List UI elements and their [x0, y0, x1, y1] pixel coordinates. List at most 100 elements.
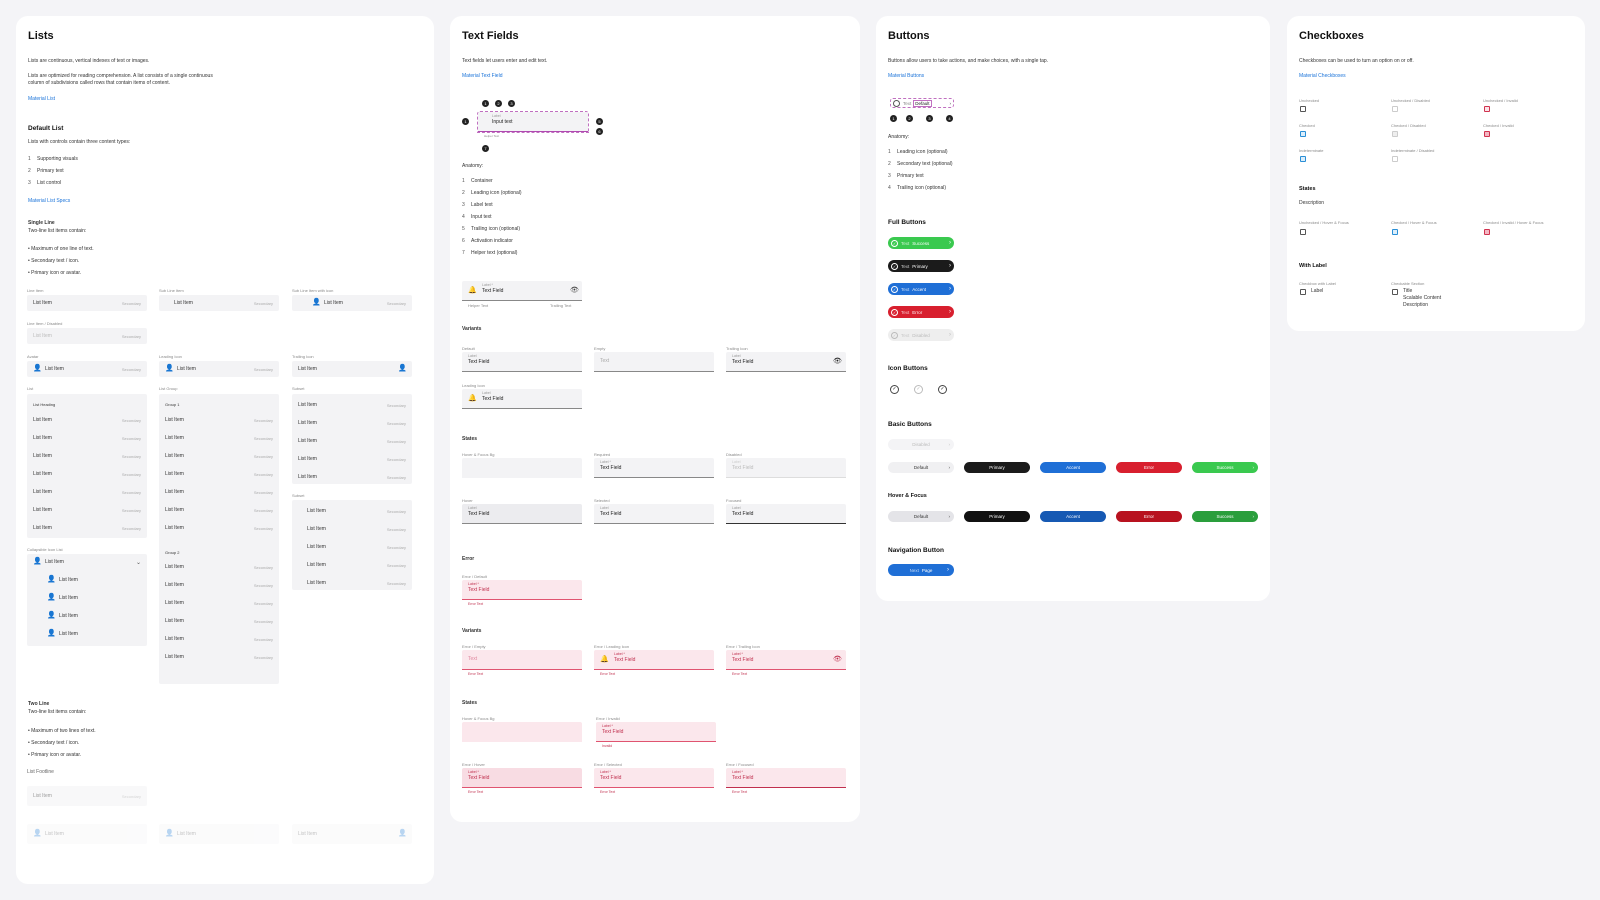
success-button[interactable]: Success ›: [1192, 511, 1258, 522]
checkbox-hover[interactable]: [1300, 229, 1306, 235]
text-field-hover[interactable]: Label Text Field: [462, 504, 582, 524]
collapsible-item[interactable]: 👤 List Item ⌄: [33, 558, 141, 566]
check-circle-icon[interactable]: ✓: [938, 385, 947, 394]
list-item[interactable]: 👤 List Item Secondary: [27, 361, 147, 377]
list-item[interactable]: List Item Secondary: [165, 600, 273, 606]
list-item-faded[interactable]: List Item 👤: [292, 824, 412, 844]
accent-full-button[interactable]: ✓ Text Accent ›: [888, 283, 954, 295]
text-field-hover-bg[interactable]: [462, 458, 582, 478]
eye-icon[interactable]: 👁: [570, 287, 579, 294]
list-item[interactable]: List Item Secondary: [33, 435, 141, 441]
list-item[interactable]: List Item Secondary: [307, 562, 406, 568]
list-item[interactable]: List Item Secondary: [165, 507, 273, 513]
list-item[interactable]: List Item Secondary: [33, 453, 141, 459]
checkbox-unchecked-invalid[interactable]: [1484, 106, 1490, 112]
text-field-error-empty[interactable]: Text: [462, 650, 582, 670]
list-item[interactable]: List Item Secondary: [298, 420, 406, 426]
anatomy-demo-button[interactable]: Text Default ›: [890, 98, 954, 108]
list-item[interactable]: List Item Secondary: [165, 525, 273, 531]
list-item[interactable]: List Item Secondary: [307, 526, 406, 532]
list-item[interactable]: List Item Secondary: [165, 471, 273, 477]
material-checkboxes-link[interactable]: Material Checkboxes: [1299, 73, 1346, 79]
material-textfield-link[interactable]: Material Text Field: [462, 73, 503, 79]
checkbox-unchecked[interactable]: [1300, 106, 1306, 112]
list-item[interactable]: List Item Secondary: [165, 636, 273, 642]
list-item[interactable]: List Item Secondary: [165, 654, 273, 660]
list-item[interactable]: List Item Secondary: [159, 295, 279, 311]
list-item[interactable]: List Item Secondary: [165, 417, 273, 423]
list-item[interactable]: List Item Secondary: [165, 489, 273, 495]
list-item[interactable]: List Item Secondary: [298, 456, 406, 462]
list-item[interactable]: List Item 👤: [292, 361, 412, 377]
list-item[interactable]: List Item Secondary: [165, 435, 273, 441]
default-button[interactable]: Default ›: [888, 462, 954, 473]
demo-text-field[interactable]: Label * Text Field: [462, 281, 582, 301]
list-item[interactable]: List Item Secondary: [33, 489, 141, 495]
checkbox-checked-invalid[interactable]: [1484, 131, 1490, 137]
text-field-required[interactable]: Label * Text Field: [594, 458, 714, 478]
text-field-error-hover[interactable]: Label * Text Field: [462, 768, 582, 788]
list-item[interactable]: List Item Secondary: [165, 582, 273, 588]
list-item[interactable]: List Item Secondary: [298, 474, 406, 480]
list-item[interactable]: 👤 List Item: [47, 630, 78, 637]
list-item-two-line[interactable]: List Item Secondary: [27, 786, 147, 806]
primary-full-button[interactable]: ✓ Text Primary ›: [888, 260, 954, 272]
success-full-button[interactable]: ✓ Text Success ›: [888, 237, 954, 249]
text-field-leading-icon[interactable]: Label Text Field: [462, 389, 582, 409]
anatomy-demo-field[interactable]: Label Input text: [477, 111, 589, 133]
list-item[interactable]: List Item Secondary: [165, 453, 273, 459]
accent-button[interactable]: Accent: [1040, 462, 1106, 473]
text-field-error[interactable]: Label * Text Field: [462, 580, 582, 600]
text-field-empty[interactable]: Text: [594, 352, 714, 372]
material-list-specs-link[interactable]: Material List Specs: [28, 198, 71, 204]
error-button[interactable]: Error: [1116, 462, 1182, 473]
list-item[interactable]: List Item Secondary: [165, 618, 273, 624]
checkable-section-checkbox[interactable]: [1392, 289, 1398, 295]
list-item[interactable]: List Item Secondary: [298, 402, 406, 408]
list-item[interactable]: 👤 List Item: [47, 576, 78, 583]
list-item[interactable]: List Item Secondary: [307, 580, 406, 586]
checkbox-with-label[interactable]: [1300, 289, 1306, 295]
accent-button[interactable]: Accent: [1040, 511, 1106, 522]
checkbox-indeterminate[interactable]: [1300, 156, 1306, 162]
text-field-selected[interactable]: Label Text Field: [594, 504, 714, 524]
text-field-error-trailing[interactable]: Label * Text Field: [726, 650, 846, 670]
list-item[interactable]: 👤 List Item Secondary: [159, 361, 279, 377]
text-field-focused[interactable]: Label Text Field: [726, 504, 846, 524]
default-button[interactable]: Default ›: [888, 511, 954, 522]
error-button[interactable]: Error: [1116, 511, 1182, 522]
check-circle-icon[interactable]: ✓: [890, 385, 899, 394]
checkbox-checked[interactable]: [1300, 131, 1306, 137]
error-full-button[interactable]: ✓ Text Error ›: [888, 306, 954, 318]
eye-icon[interactable]: 👁: [833, 656, 842, 663]
chevron-down-icon[interactable]: ⌄: [135, 559, 141, 566]
text-field-error-selected[interactable]: Label * Text Field: [594, 768, 714, 788]
list-item[interactable]: List Item Secondary: [165, 564, 273, 570]
primary-button[interactable]: Primary: [964, 462, 1030, 473]
success-button[interactable]: Success ›: [1192, 462, 1258, 473]
list-item[interactable]: List Item Secondary: [33, 471, 141, 477]
text-field-error-leading[interactable]: Label * Text Field: [594, 650, 714, 670]
list-item[interactable]: List Item Secondary: [307, 544, 406, 550]
list-item[interactable]: List Item Secondary: [33, 525, 141, 531]
text-field-error-focused[interactable]: Label * Text Field: [726, 768, 846, 788]
text-field-default[interactable]: Label Text Field: [462, 352, 582, 372]
list-item-faded[interactable]: 👤 List Item: [27, 824, 147, 844]
list-item[interactable]: 👤 List Item: [47, 594, 78, 601]
list-item[interactable]: List Item Secondary: [298, 438, 406, 444]
list-item-faded[interactable]: 👤 List Item: [159, 824, 279, 844]
list-item[interactable]: List Item Secondary: [33, 417, 141, 423]
next-page-button[interactable]: Next Page ›: [888, 564, 954, 576]
eye-icon[interactable]: 👁: [833, 358, 842, 365]
list-item[interactable]: 👤 List Item: [47, 612, 78, 619]
checkbox-invalid-hover[interactable]: [1484, 229, 1490, 235]
text-field-trailing-icon[interactable]: Label Text Field: [726, 352, 846, 372]
material-list-link[interactable]: Material List: [28, 96, 55, 102]
list-item[interactable]: List Item Secondary: [27, 295, 147, 311]
text-field-error-hover-bg[interactable]: [462, 722, 582, 742]
list-item[interactable]: List Item Secondary: [33, 507, 141, 513]
text-field-error-invalid[interactable]: Label * Text Field: [596, 722, 716, 742]
list-item[interactable]: 👤 List Item Secondary: [292, 295, 412, 311]
primary-button[interactable]: Primary: [964, 511, 1030, 522]
list-item[interactable]: List Item Secondary: [307, 508, 406, 514]
